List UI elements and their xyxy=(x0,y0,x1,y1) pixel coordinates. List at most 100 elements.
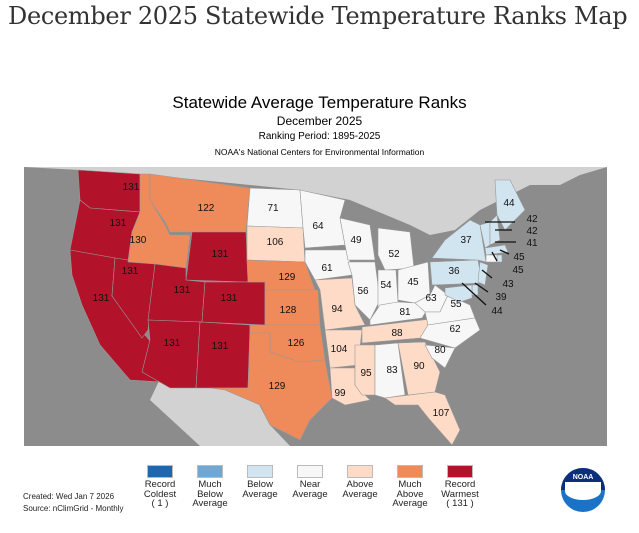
map-subtitle: December 2025 xyxy=(276,114,363,128)
rank-label-ri: 45 xyxy=(513,252,525,263)
rank-label-ut: 131 xyxy=(174,285,191,296)
state-ri xyxy=(496,254,503,263)
state-nc xyxy=(419,317,481,349)
noaa-logo-text: NOAA xyxy=(572,474,594,481)
rank-label-mo: 94 xyxy=(331,304,343,315)
state-ma xyxy=(484,244,509,256)
rank-label-ia: 61 xyxy=(321,263,333,274)
rank-label-ny: 37 xyxy=(460,235,472,246)
callout-line-ri xyxy=(499,249,510,255)
rank-label-ks: 128 xyxy=(280,305,297,316)
legend-label: Record xyxy=(444,479,476,490)
legend-item-near: Near Average xyxy=(287,465,333,499)
legend-item-record-warmest: Record Warmest( 131 ) xyxy=(437,465,483,509)
rank-label-ct: 45 xyxy=(512,265,524,276)
rank-label-md: 44 xyxy=(491,306,503,317)
callout-line-md xyxy=(461,282,487,306)
agency-name: NOAA's National Centers for Environmenta… xyxy=(214,147,425,157)
state-ia xyxy=(304,249,353,281)
legend-label: Above xyxy=(396,488,424,500)
state-mi xyxy=(377,227,415,271)
rank-label-wa: 131 xyxy=(123,182,140,193)
callout-line-de xyxy=(474,282,489,293)
legend-label: Average xyxy=(342,488,378,500)
legend-label: Average xyxy=(392,498,428,509)
state-me xyxy=(494,179,526,231)
legend-label: Average xyxy=(292,488,328,500)
state-mn xyxy=(299,189,346,249)
legend-label: Average xyxy=(242,488,278,500)
rank-label-va: 55 xyxy=(450,299,462,310)
state-ga xyxy=(397,341,441,396)
rank-label-wi: 49 xyxy=(350,235,362,246)
rank-label-fl: 107 xyxy=(433,408,450,419)
ranking-period: Ranking Period: 1895-2025 xyxy=(258,131,381,142)
data-source: Source: nClimGrid - Monthly xyxy=(23,504,124,513)
created-date: Created: Wed Jan 7 2026 xyxy=(23,492,115,501)
legend-label: ( 131 ) xyxy=(446,498,474,509)
rank-label-az: 131 xyxy=(164,338,181,349)
rank-label-tx: 129 xyxy=(269,381,286,392)
state-fl xyxy=(384,391,461,446)
rank-label-ar: 104 xyxy=(331,344,348,355)
rank-label-sc: 80 xyxy=(434,345,446,356)
callout-line-ct xyxy=(491,251,498,262)
rank-label-nv: 131 xyxy=(122,266,139,277)
rank-label-mn: 64 xyxy=(312,221,324,232)
callout-line-nj xyxy=(481,269,493,279)
rank-label-nc: 62 xyxy=(449,324,461,335)
legend-label: Record xyxy=(144,479,176,490)
legend-label: Above xyxy=(346,479,374,490)
rank-label-ma: 41 xyxy=(526,238,538,249)
legend-item-record-coldest: Record Coldest( 1 ) xyxy=(137,465,183,509)
rank-label-ky: 81 xyxy=(399,307,411,318)
rank-label-sd: 106 xyxy=(267,237,284,248)
legend-swatch xyxy=(247,465,273,478)
rank-label-ga: 90 xyxy=(413,361,425,372)
rank-label-ca: 131 xyxy=(93,293,110,304)
legend-label: Below xyxy=(197,488,223,500)
legend-item-above: Above Average xyxy=(337,465,383,499)
legend-label: Below xyxy=(247,479,273,490)
rank-label-co: 131 xyxy=(221,293,238,304)
legend-swatch xyxy=(147,465,173,478)
rank-label-nh: 42 xyxy=(526,226,538,237)
map-title: Statewide Average Temperature Ranks xyxy=(172,93,467,112)
rank-label-wy: 131 xyxy=(212,249,229,260)
legend-label: Much xyxy=(398,479,422,490)
rank-label-de: 39 xyxy=(495,292,507,303)
rank-label-al: 83 xyxy=(386,365,398,376)
state-md xyxy=(444,284,473,303)
legend-label: Much xyxy=(198,479,222,490)
state-sc xyxy=(424,344,456,369)
rank-label-me: 44 xyxy=(503,198,515,209)
rank-label-wv: 63 xyxy=(425,293,437,304)
rank-label-vt: 42 xyxy=(526,214,538,225)
legend-item-below: Below Average xyxy=(237,465,283,499)
rank-label-nd: 71 xyxy=(267,203,279,214)
legend-swatch xyxy=(447,465,473,478)
noaa-logo: NOAA xyxy=(561,468,605,512)
rank-label-nj: 43 xyxy=(502,279,514,290)
legend-swatch xyxy=(297,465,323,478)
state-wi xyxy=(339,217,376,261)
rank-label-id: 130 xyxy=(130,235,147,246)
legend-item-much-above: Much Above Average xyxy=(387,465,433,509)
rank-label-mi: 52 xyxy=(388,249,400,260)
legend-swatch xyxy=(397,465,423,478)
rank-label-ok: 126 xyxy=(288,338,305,349)
legend-label: Average xyxy=(192,498,228,509)
legend-label: Warmest xyxy=(441,488,479,500)
rank-label-in: 54 xyxy=(380,280,392,291)
state-mo xyxy=(314,277,366,331)
state-ms xyxy=(354,344,376,396)
rank-label-il: 56 xyxy=(357,286,369,297)
state-nj xyxy=(477,261,489,286)
rank-label-or: 131 xyxy=(110,218,127,229)
rank-label-la: 99 xyxy=(334,388,346,399)
state-nm xyxy=(195,321,251,389)
rank-label-nm: 131 xyxy=(212,341,229,352)
legend-item-much-below: Much Below Average xyxy=(187,465,233,509)
page-title: December 2025 Statewide Temperature Rank… xyxy=(8,2,628,30)
